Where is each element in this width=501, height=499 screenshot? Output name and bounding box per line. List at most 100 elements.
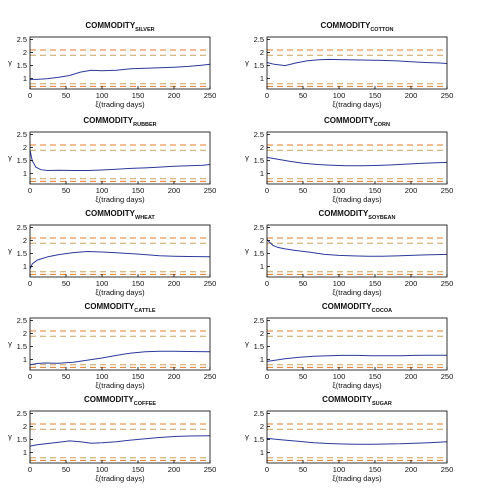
y-tick-label: 2.5 bbox=[254, 35, 264, 44]
x-tick-label: 150 bbox=[369, 372, 382, 381]
x-tick-label: 200 bbox=[405, 279, 418, 288]
y-axis-label: γ bbox=[245, 432, 249, 441]
x-tick-label: 250 bbox=[204, 186, 217, 195]
x-tick-label: 50 bbox=[299, 91, 307, 100]
y-tick-label: 1 bbox=[23, 169, 27, 178]
y-axis-label: γ bbox=[245, 246, 249, 255]
x-tick-label: 200 bbox=[168, 279, 181, 288]
y-tick-label: 1.5 bbox=[17, 342, 27, 351]
panel-title: COMMODITYCATTLE bbox=[84, 302, 155, 314]
series-line bbox=[266, 354, 447, 362]
x-tick-label: 200 bbox=[405, 372, 418, 381]
panel-cocoa: 0 50 100 150 200 250 1 1.5 2 2.5 COMMODITYCOCOA ξ(t… bbox=[245, 302, 453, 390]
x-tick-label: 100 bbox=[333, 465, 346, 474]
y-axis-label: γ bbox=[245, 339, 249, 348]
panel-cotton: 0 50 100 150 200 250 1 1.5 2 2.5 COMMODITYCOTTON ξ(… bbox=[245, 21, 453, 109]
x-tick-label: 0 bbox=[265, 91, 269, 100]
x-axis-label: ξ(trading days) bbox=[332, 195, 382, 204]
plot-frame bbox=[266, 317, 448, 371]
y-tick-label: 1.5 bbox=[254, 156, 264, 165]
x-tick-label: 150 bbox=[369, 91, 382, 100]
y-axis-label: γ bbox=[8, 246, 12, 255]
y-tick-label: 1.5 bbox=[17, 156, 27, 165]
x-tick-label: 150 bbox=[132, 186, 145, 195]
x-tick-label: 200 bbox=[168, 186, 181, 195]
y-tick-label: 2 bbox=[260, 48, 264, 57]
x-axis-label: ξ(trading days) bbox=[332, 100, 382, 109]
x-tick-label: 50 bbox=[299, 279, 307, 288]
y-tick-label: 2.5 bbox=[17, 409, 27, 418]
y-tick-label: 2.5 bbox=[17, 130, 27, 139]
y-tick-label: 2.5 bbox=[254, 316, 264, 325]
y-tick-label: 1.5 bbox=[17, 61, 27, 70]
panel-title: COMMODITYSILVER bbox=[85, 21, 154, 33]
x-tick-label: 0 bbox=[265, 372, 269, 381]
x-axis-label: ξ(trading days) bbox=[95, 381, 145, 390]
x-tick-label: 0 bbox=[28, 465, 32, 474]
y-tick-label: 2.5 bbox=[17, 316, 27, 325]
x-tick-label: 50 bbox=[62, 186, 70, 195]
panel-wheat: 0 50 100 150 200 250 1 1.5 2 2.5 COMMODITYWHEAT ξ(t… bbox=[8, 209, 216, 297]
y-tick-label: 1.5 bbox=[254, 342, 264, 351]
y-tick-label: 1.5 bbox=[254, 435, 264, 444]
panel-title: COMMODITYSOYBEAN bbox=[319, 209, 396, 221]
x-tick-label: 0 bbox=[265, 186, 269, 195]
x-tick-label: 250 bbox=[204, 465, 217, 474]
x-tick-label: 250 bbox=[441, 186, 454, 195]
y-tick-label: 2.5 bbox=[17, 35, 27, 44]
panel-coffee: 0 50 100 150 200 250 1 1.5 2 2.5 COMMODITYCOFFEE ξ(… bbox=[8, 395, 216, 483]
x-tick-label: 250 bbox=[441, 91, 454, 100]
y-tick-label: 1 bbox=[23, 355, 27, 364]
panel-title: COMMODITYCOFFEE bbox=[84, 395, 156, 407]
y-tick-label: 2 bbox=[23, 48, 27, 57]
x-tick-label: 200 bbox=[405, 91, 418, 100]
y-tick-label: 1 bbox=[23, 74, 27, 83]
y-tick-label: 2.5 bbox=[254, 130, 264, 139]
plot-frame bbox=[266, 224, 448, 278]
y-tick-label: 1.5 bbox=[254, 61, 264, 70]
x-tick-label: 200 bbox=[405, 465, 418, 474]
x-tick-label: 0 bbox=[265, 279, 269, 288]
x-tick-label: 150 bbox=[369, 465, 382, 474]
y-tick-label: 2 bbox=[23, 422, 27, 431]
series-line bbox=[29, 435, 211, 447]
panel-silver: 0 50 100 150 200 250 1 1.5 2 2.5 COMMODITYSILVER ξ(… bbox=[8, 21, 216, 109]
x-tick-label: 100 bbox=[333, 186, 346, 195]
plot-frame bbox=[266, 131, 448, 185]
series-line bbox=[29, 350, 211, 366]
y-tick-label: 1 bbox=[23, 262, 27, 271]
x-tick-label: 150 bbox=[132, 279, 145, 288]
x-tick-label: 100 bbox=[96, 372, 109, 381]
x-tick-label: 50 bbox=[62, 91, 70, 100]
x-tick-label: 50 bbox=[62, 372, 70, 381]
series-line bbox=[266, 58, 448, 67]
plot-frame bbox=[266, 410, 448, 464]
x-axis-label: ξ(trading days) bbox=[332, 381, 382, 390]
x-tick-label: 250 bbox=[204, 279, 217, 288]
y-tick-label: 1 bbox=[260, 74, 264, 83]
x-tick-label: 250 bbox=[441, 279, 454, 288]
x-tick-label: 250 bbox=[204, 372, 217, 381]
y-axis-label: γ bbox=[245, 153, 249, 162]
plot-frame bbox=[29, 410, 211, 464]
panel-title: COMMODITYCOCOA bbox=[322, 302, 392, 314]
y-tick-label: 1 bbox=[260, 262, 264, 271]
x-tick-label: 100 bbox=[333, 279, 346, 288]
panel-title: COMMODITYWHEAT bbox=[85, 209, 155, 221]
x-tick-label: 50 bbox=[62, 279, 70, 288]
x-tick-label: 100 bbox=[96, 91, 109, 100]
y-tick-label: 2.5 bbox=[254, 223, 264, 232]
y-tick-label: 1.5 bbox=[17, 249, 27, 258]
x-tick-label: 250 bbox=[204, 91, 217, 100]
y-tick-label: 2 bbox=[23, 236, 27, 245]
y-tick-label: 1.5 bbox=[254, 249, 264, 258]
x-axis-label: ξ(trading days) bbox=[95, 195, 145, 204]
series-line bbox=[29, 250, 211, 270]
panel-rubber: 0 50 100 150 200 250 1 1.5 2 2.5 COMMODITYRUBBER ξ(… bbox=[8, 116, 216, 204]
plot-frame bbox=[29, 224, 211, 278]
y-tick-label: 1 bbox=[260, 169, 264, 178]
plot-frame bbox=[266, 36, 448, 90]
y-tick-label: 1 bbox=[260, 355, 264, 364]
panel-title: COMMODITYCORN bbox=[324, 116, 390, 128]
x-axis-label: ξ(trading days) bbox=[332, 288, 382, 297]
